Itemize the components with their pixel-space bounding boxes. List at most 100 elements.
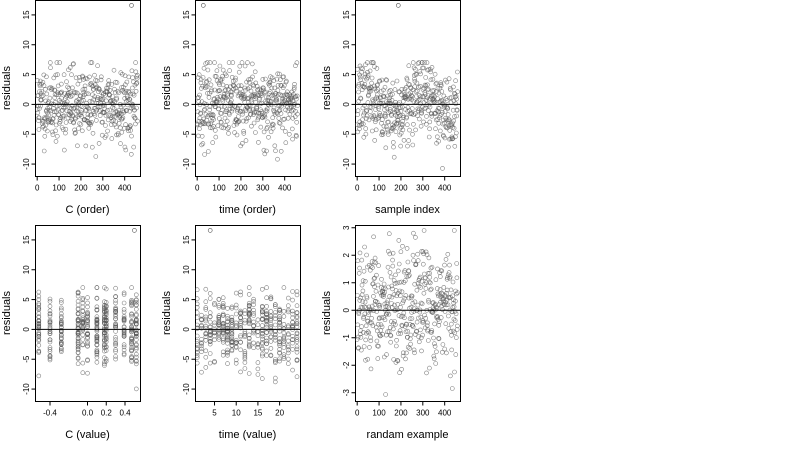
data-point bbox=[36, 332, 42, 337]
data-point bbox=[369, 315, 374, 321]
data-point bbox=[80, 297, 86, 303]
data-point bbox=[251, 310, 256, 316]
data-point bbox=[85, 357, 90, 363]
data-point bbox=[238, 91, 243, 96]
data-point bbox=[267, 83, 272, 88]
data-point bbox=[429, 328, 435, 333]
data-point bbox=[36, 323, 42, 329]
data-point bbox=[235, 105, 241, 111]
points bbox=[34, 3, 140, 159]
data-point bbox=[357, 74, 363, 80]
data-point bbox=[113, 294, 118, 299]
data-point bbox=[272, 360, 278, 366]
data-point bbox=[364, 294, 370, 299]
data-point bbox=[238, 86, 243, 92]
data-point bbox=[355, 334, 361, 340]
data-point bbox=[229, 338, 235, 344]
data-point bbox=[290, 340, 295, 346]
data-point bbox=[75, 326, 81, 331]
data-point bbox=[422, 60, 427, 65]
data-point bbox=[224, 107, 229, 112]
data-point bbox=[424, 60, 430, 65]
data-point bbox=[290, 323, 295, 328]
data-point bbox=[211, 97, 217, 102]
data-point bbox=[294, 93, 300, 99]
data-point bbox=[423, 286, 429, 291]
data-point bbox=[66, 90, 71, 96]
data-point bbox=[116, 90, 121, 96]
data-point bbox=[194, 346, 200, 352]
data-point bbox=[400, 350, 406, 356]
data-point bbox=[366, 330, 372, 336]
data-point bbox=[401, 298, 406, 304]
data-point bbox=[264, 285, 269, 290]
data-point bbox=[392, 319, 397, 324]
data-point bbox=[442, 135, 448, 141]
x-tick-label: 0 bbox=[35, 184, 40, 193]
data-point bbox=[108, 113, 113, 118]
data-point bbox=[426, 297, 431, 303]
data-point bbox=[246, 339, 252, 345]
data-point bbox=[385, 298, 391, 303]
data-point bbox=[220, 339, 226, 345]
data-point bbox=[58, 307, 64, 313]
data-point bbox=[120, 115, 126, 121]
data-point bbox=[438, 83, 444, 89]
data-point bbox=[229, 108, 235, 114]
data-point bbox=[423, 98, 429, 103]
data-point bbox=[364, 113, 370, 119]
data-point bbox=[388, 333, 394, 339]
data-point bbox=[36, 301, 42, 306]
data-point bbox=[407, 316, 413, 322]
data-point bbox=[102, 103, 107, 108]
data-point bbox=[205, 67, 211, 73]
data-point bbox=[238, 83, 244, 88]
data-point bbox=[220, 349, 226, 355]
data-point bbox=[277, 325, 282, 331]
data-point bbox=[280, 85, 286, 90]
data-point bbox=[194, 350, 200, 355]
data-point bbox=[203, 365, 209, 370]
data-point bbox=[435, 314, 441, 320]
data-point bbox=[123, 147, 129, 153]
data-point bbox=[393, 112, 399, 118]
data-point bbox=[382, 317, 388, 323]
data-point bbox=[209, 125, 215, 131]
data-point bbox=[372, 119, 378, 125]
data-point bbox=[252, 93, 258, 99]
data-point bbox=[363, 357, 368, 363]
data-point bbox=[124, 79, 130, 85]
data-point bbox=[134, 331, 139, 337]
data-point bbox=[201, 107, 207, 113]
data-point bbox=[36, 334, 42, 339]
data-point bbox=[229, 324, 235, 329]
data-point bbox=[384, 304, 390, 309]
data-point bbox=[203, 316, 209, 322]
data-point bbox=[294, 134, 299, 139]
data-point bbox=[408, 332, 414, 338]
data-point bbox=[80, 320, 86, 325]
data-point bbox=[453, 335, 459, 340]
data-point bbox=[362, 103, 367, 108]
data-point bbox=[275, 88, 281, 93]
data-point bbox=[48, 85, 54, 90]
data-point bbox=[371, 60, 376, 65]
data-point bbox=[230, 60, 236, 65]
data-point bbox=[430, 76, 436, 82]
data-point bbox=[411, 99, 417, 104]
data-point bbox=[129, 285, 134, 290]
data-point bbox=[58, 300, 64, 305]
data-point bbox=[356, 82, 362, 87]
data-point bbox=[75, 323, 81, 329]
data-point bbox=[80, 332, 86, 338]
data-point bbox=[247, 103, 253, 108]
data-point bbox=[290, 311, 295, 317]
data-point bbox=[103, 133, 109, 138]
data-point bbox=[294, 334, 300, 340]
data-point bbox=[453, 311, 459, 317]
data-point bbox=[419, 111, 425, 116]
data-point bbox=[407, 346, 413, 351]
data-point bbox=[49, 129, 55, 135]
data-point bbox=[199, 340, 204, 346]
